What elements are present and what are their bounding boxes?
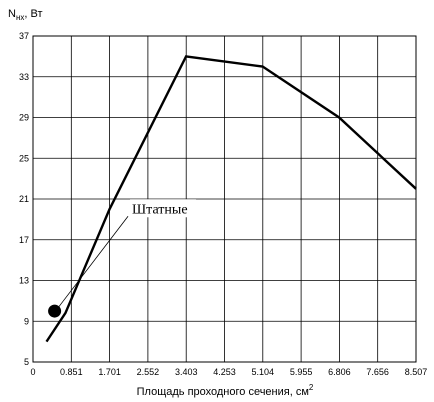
y-tick-label: 21 [19,194,29,204]
y-tick-label: 13 [19,276,29,286]
data-point-marker [48,304,62,318]
x-tick-label: 1.701 [98,367,121,377]
y-tick-label: 33 [19,72,29,82]
x-tick-label: 5.955 [290,367,313,377]
x-tick-label: 3.403 [175,367,198,377]
axes [32,35,417,363]
x-tick-label: 2.552 [137,367,160,377]
series-layer [45,55,417,343]
annotation-leader-line [58,216,129,308]
x-tick-label: 4.253 [213,367,236,377]
y-tick-labels: 5 9 13 17 21 25 29 33 37 [19,31,29,367]
y-tick-label: 25 [19,153,29,163]
x-tick-label: 7.656 [366,367,389,377]
y-tick-label: 9 [24,316,29,326]
x-tick-label: 0.851 [60,367,83,377]
annotation-layer: Штатные [58,199,197,308]
grid [32,35,417,363]
x-tick-labels: 0 0.851 1.701 2.552 3.403 4.253 5.104 5.955 6.80… [30,367,427,377]
y-tick-label: 5 [24,357,29,367]
x-tick-label: 8.507 [405,367,428,377]
y-tick-label: 29 [19,113,29,123]
y-tick-label: 17 [19,235,29,245]
annotation-label: Штатные [132,202,188,217]
y-tick-label: 37 [19,31,29,41]
x-tick-label: 5.104 [252,367,275,377]
series-line [45,55,417,343]
plot-frame [32,35,417,363]
x-axis-label: Площадь проходного сечения, см2 [137,383,314,398]
x-tick-label: 6.806 [328,367,351,377]
y-axis-label: Nнх, Вт [8,8,43,22]
x-tick-label: 0 [30,367,35,377]
annotation-background [130,199,197,218]
